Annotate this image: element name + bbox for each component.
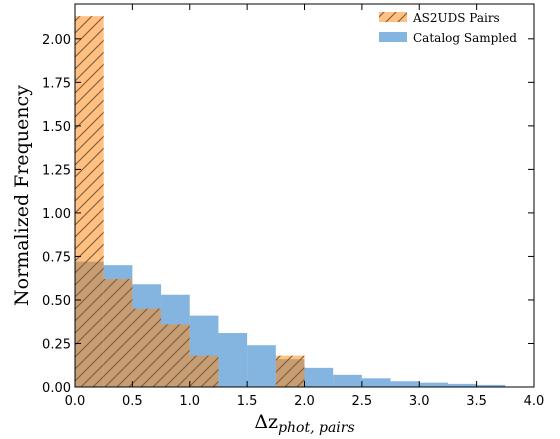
y-axis-label: Normalized Frequency <box>11 85 33 306</box>
as2uds-pairs-bar-hatch <box>275 355 305 387</box>
y-tick-label: 2.00 <box>42 33 71 48</box>
catalog-sampled-bar <box>390 381 420 387</box>
y-tick-label: 1.00 <box>42 207 71 222</box>
y-tick-label: 1.50 <box>42 120 71 135</box>
axis-ticks <box>74 4 535 388</box>
y-tick-label: 0.50 <box>42 294 71 309</box>
x-tick-label: 0.0 <box>65 394 86 409</box>
y-tick-label: 1.75 <box>42 76 71 91</box>
x-axis-label: Δzphot, pairs <box>254 411 354 436</box>
legend-swatch-as2uds-pairs-hatch <box>379 12 407 22</box>
legend-swatch-catalog-sampled <box>379 32 407 42</box>
as2uds-pairs-bar-hatch <box>103 279 133 387</box>
y-tick-labels: 0.00 0.25 0.50 0.75 1.00 1.25 1.50 1.75 2.00 <box>42 33 71 396</box>
x-tick-label: 2.5 <box>352 394 373 409</box>
as2uds-pairs-bar-hatch <box>75 16 104 387</box>
x-tick-label: 4.0 <box>524 394 545 409</box>
catalog-sampled-bar <box>304 367 334 387</box>
x-tick-label: 1.0 <box>179 394 200 409</box>
legend-label-as2uds-pairs: AS2UDS Pairs <box>412 11 500 25</box>
catalog-sampled-bar <box>476 384 506 387</box>
x-tick-label: 0.5 <box>122 394 143 409</box>
y-tick-label: 0.00 <box>42 381 71 396</box>
catalog-sampled-bar <box>447 383 477 387</box>
catalog-sampled-bar <box>333 374 362 387</box>
as2uds-pairs-bar-hatch <box>132 308 162 387</box>
legend-label-catalog-sampled: Catalog Sampled <box>413 31 517 45</box>
as2uds-pairs-bar-hatch <box>189 355 219 387</box>
x-tick-label: 1.5 <box>237 394 258 409</box>
x-tick-label: 3.0 <box>409 394 430 409</box>
as2uds-pairs-bars <box>75 16 305 387</box>
as2uds-pairs-bar-hatch <box>161 324 190 387</box>
y-tick-label: 0.75 <box>42 250 71 265</box>
catalog-sampled-bar <box>247 345 276 387</box>
x-tick-label: 2.0 <box>294 394 315 409</box>
x-tick-label: 3.5 <box>466 394 487 409</box>
y-tick-label: 1.25 <box>42 163 71 178</box>
catalog-sampled-bar <box>218 333 248 387</box>
catalog-sampled-bar <box>361 378 391 387</box>
catalog-sampled-bar <box>419 382 448 387</box>
x-tick-labels: 0.0 0.5 1.0 1.5 2.0 2.5 3.0 3.5 4.0 <box>65 394 545 409</box>
y-tick-label: 0.25 <box>42 337 71 352</box>
legend: AS2UDS Pairs Catalog Sampled <box>379 11 517 45</box>
